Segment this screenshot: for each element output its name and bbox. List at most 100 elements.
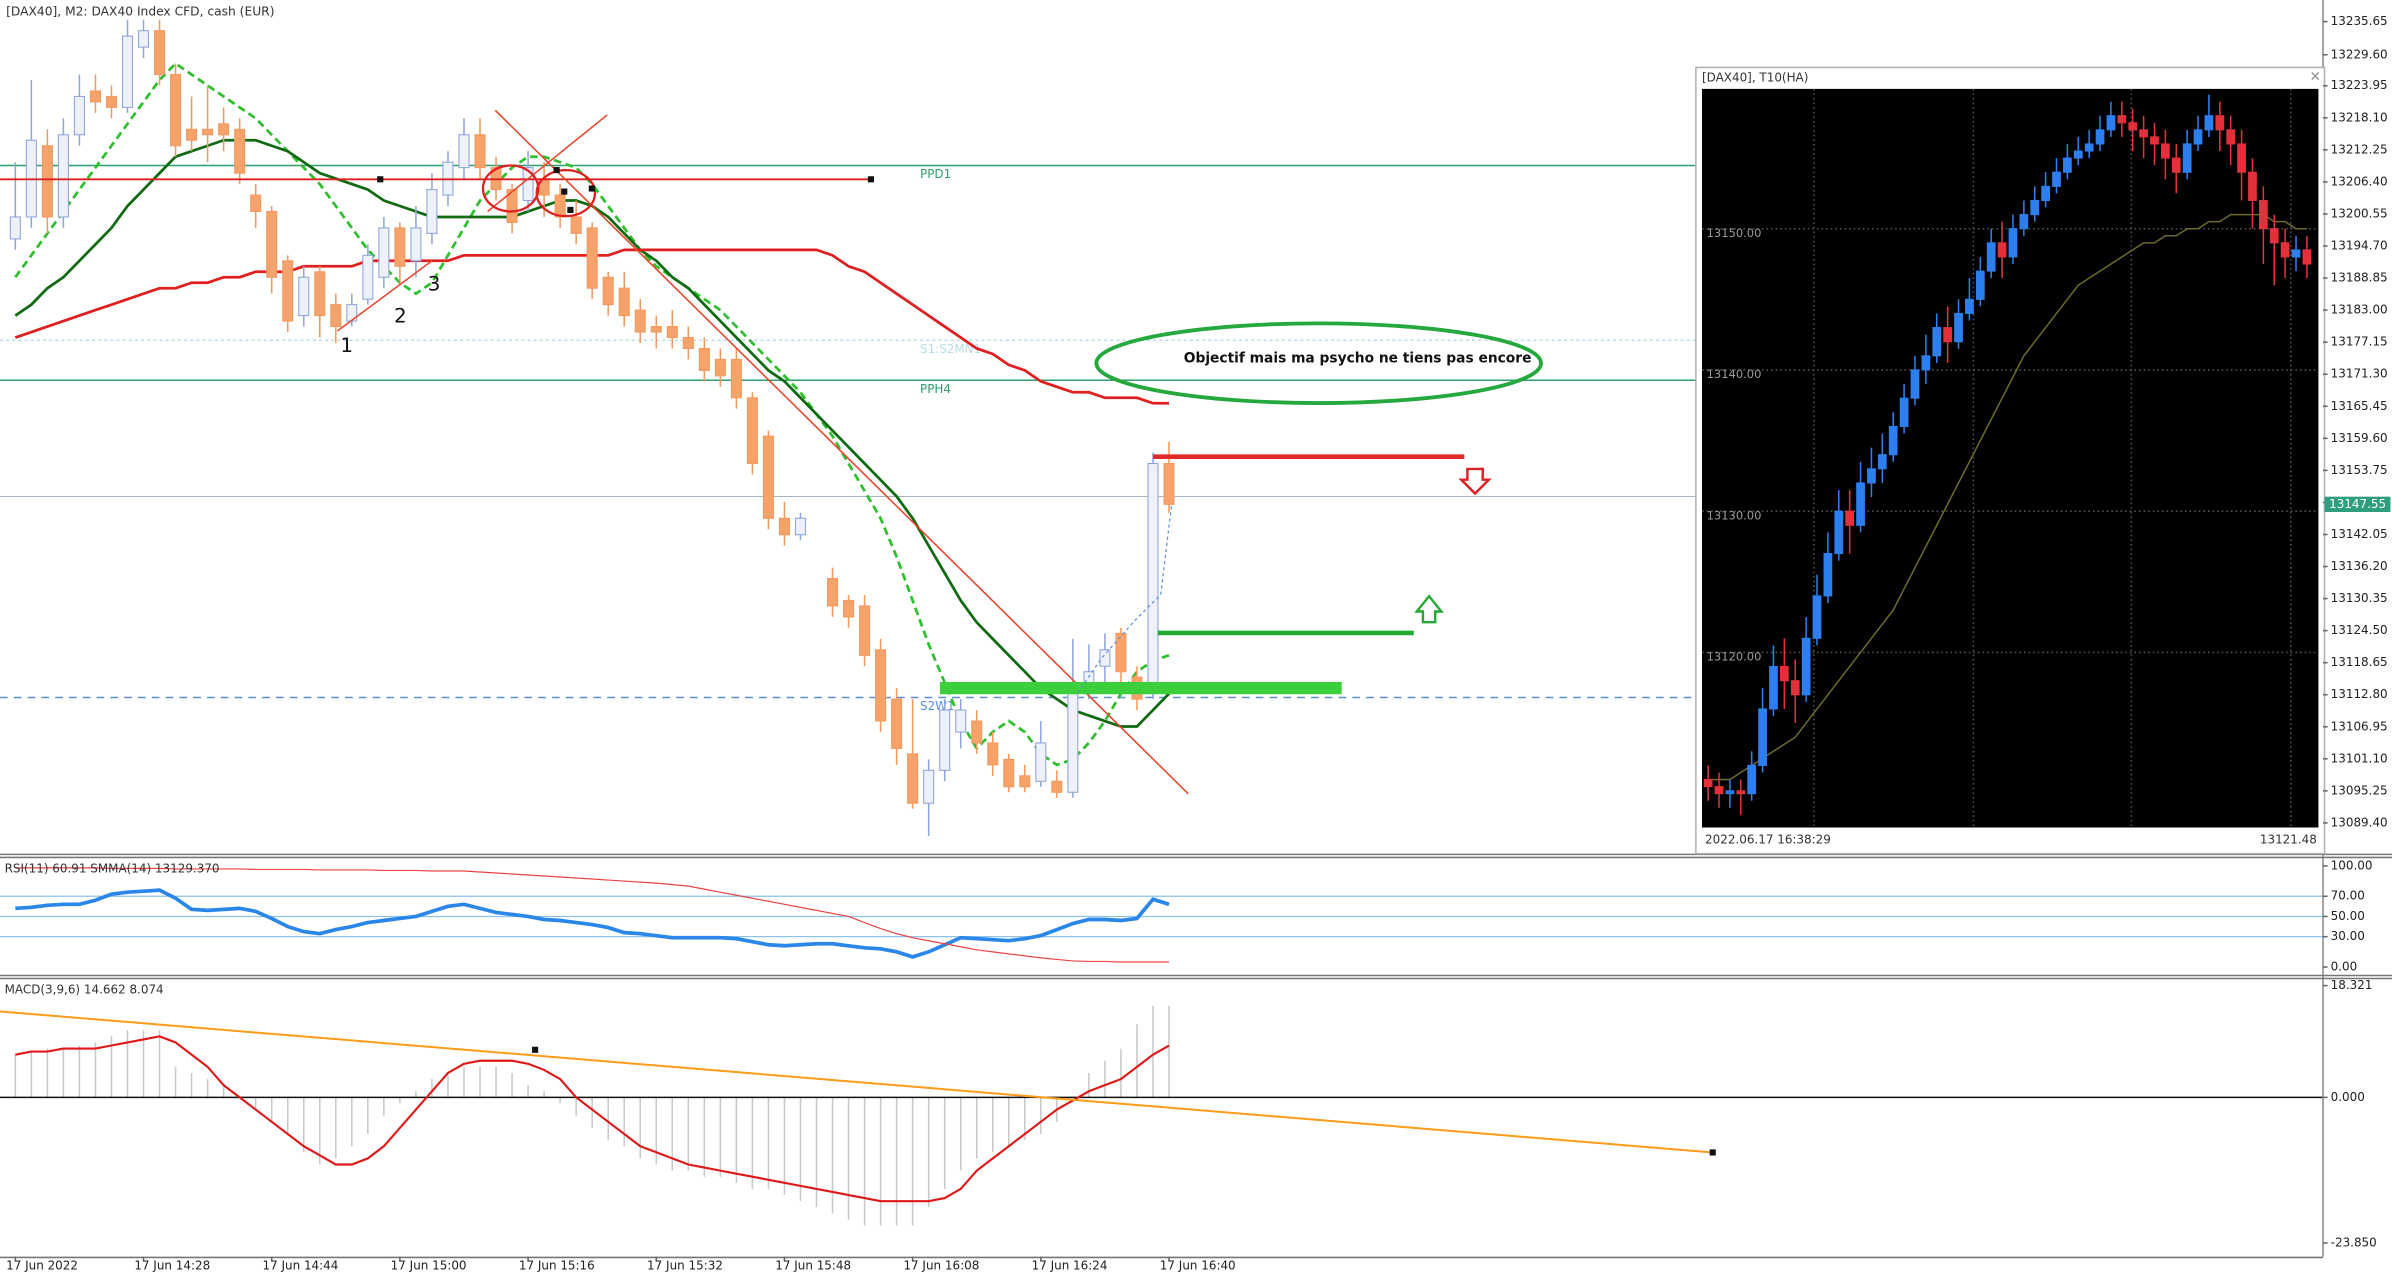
series-line — [15, 1035, 1170, 1203]
chart-title: MACD(3,9,6) 14.662 8.074 — [5, 983, 164, 997]
candle-body — [762, 435, 774, 519]
candle-body — [1035, 742, 1047, 782]
footer-time: 2022.06.17 16:38:29 — [1705, 832, 1831, 846]
trend-line — [494, 109, 1189, 795]
candle-body — [1812, 595, 1822, 639]
candle-body — [121, 35, 134, 108]
candle-body — [650, 326, 662, 333]
inset-plot — [1702, 88, 2319, 828]
candle-body — [2215, 115, 2225, 131]
x-tick-label: 17 Jun 16:24 — [1032, 1258, 1108, 1272]
candle-body — [843, 599, 855, 618]
candle-body — [1877, 454, 1887, 470]
candle-body — [9, 216, 21, 240]
y-tick-label: 13171.30 — [2331, 367, 2388, 381]
chart-title: [DAX40], T10(HA) — [1702, 71, 1808, 85]
y-tick-label: 18.321 — [2331, 978, 2373, 992]
candle-body — [186, 128, 198, 141]
y-tick-label: 13112.80 — [2331, 687, 2388, 701]
candle-body — [2084, 143, 2094, 152]
series-line — [15, 888, 1170, 959]
candle-body — [2161, 143, 2170, 159]
series-line — [1708, 213, 2307, 781]
candle-body — [89, 90, 101, 103]
y-tick-label: 13183.00 — [2331, 303, 2388, 317]
candle-body — [1986, 242, 1996, 272]
y-tick-label: 13229.60 — [2331, 47, 2388, 61]
last-price-label: 13147.55 — [2329, 497, 2386, 511]
anchor — [567, 206, 574, 214]
close-icon[interactable]: × — [2310, 69, 2322, 85]
last-price-box — [2324, 496, 2391, 512]
y-tick-label: 13150.00 — [1707, 226, 1762, 240]
trend-line — [487, 114, 608, 213]
candle-body — [73, 95, 85, 136]
candle-body — [2063, 157, 2072, 173]
target-ellipse — [1094, 321, 1543, 405]
candle-body — [907, 753, 919, 804]
y-tick-label: 13218.10 — [2331, 110, 2388, 124]
candle-body — [202, 128, 214, 136]
macd-trend-line — [0, 1010, 1713, 1154]
candle-body — [827, 578, 839, 607]
anchor — [588, 185, 595, 192]
y-tick-label: -23.850 — [2331, 1235, 2377, 1249]
y-tick-label: 13124.50 — [2331, 623, 2388, 637]
drawings: 1 23 Objectif mais ma psycho ne tiens pas … — [0, 109, 1716, 1156]
candle-body — [955, 709, 967, 733]
candle-body — [1019, 775, 1031, 788]
candle-body — [282, 260, 294, 322]
y-tick-label: 13106.95 — [2331, 719, 2388, 733]
candle-body — [2150, 136, 2159, 145]
candle-body — [2291, 249, 2301, 258]
candle-body — [602, 276, 614, 306]
candle-body — [1834, 510, 1844, 555]
candle-body — [41, 145, 53, 218]
candle-body — [2193, 129, 2203, 145]
candle-body — [891, 698, 903, 749]
candle-body — [362, 254, 374, 300]
candle-body — [170, 73, 182, 147]
y-tick-label: 30.00 — [2331, 929, 2365, 943]
candle-body — [1736, 790, 1746, 795]
candle-body — [1003, 758, 1015, 788]
main-panel: [DAX40], M2: DAX40 Index CFD, cash (EUR)… — [0, 5, 2323, 1226]
candle-body — [1845, 510, 1855, 526]
candle-body — [266, 210, 278, 278]
candle-body — [746, 397, 758, 465]
candle-body — [1703, 779, 1713, 788]
candle-body — [2237, 143, 2246, 173]
candle-body — [2008, 228, 2018, 258]
candle-body — [426, 189, 438, 234]
candle-body — [2139, 129, 2148, 138]
x-tick-label: 17 Jun 16:40 — [1160, 1258, 1236, 1272]
candle-body — [1921, 355, 1931, 371]
candle-body — [730, 358, 742, 399]
anchor — [867, 176, 874, 183]
candle-body — [2052, 171, 2061, 187]
candle-body — [1867, 468, 1876, 484]
candle-body — [554, 194, 566, 218]
candle-body — [923, 769, 935, 804]
candle-body — [2204, 115, 2214, 131]
y-tick-label: 13136.20 — [2331, 559, 2388, 573]
candle-body — [2269, 228, 2279, 244]
x-tick-label: 17 Jun 14:28 — [134, 1258, 210, 1272]
anchor — [532, 1046, 539, 1053]
y-tick-label: 13212.25 — [2331, 142, 2388, 156]
candle-body — [1856, 482, 1865, 526]
y-tick-label: 13188.85 — [2331, 271, 2388, 285]
candle-body — [2182, 143, 2192, 173]
candle-body — [1725, 790, 1735, 795]
candle-body — [506, 189, 518, 223]
anchor — [377, 176, 384, 183]
candle-body — [1899, 397, 1909, 427]
x-tick-label: 17 Jun 15:16 — [519, 1258, 595, 1272]
candle-body — [2128, 122, 2138, 131]
candle-body — [154, 30, 166, 76]
x-tick-label: 17 Jun 2022 — [6, 1258, 78, 1272]
candle-body — [218, 123, 230, 136]
y-tick-label: 13140.00 — [1707, 367, 1762, 381]
candle-body — [1823, 553, 1833, 597]
